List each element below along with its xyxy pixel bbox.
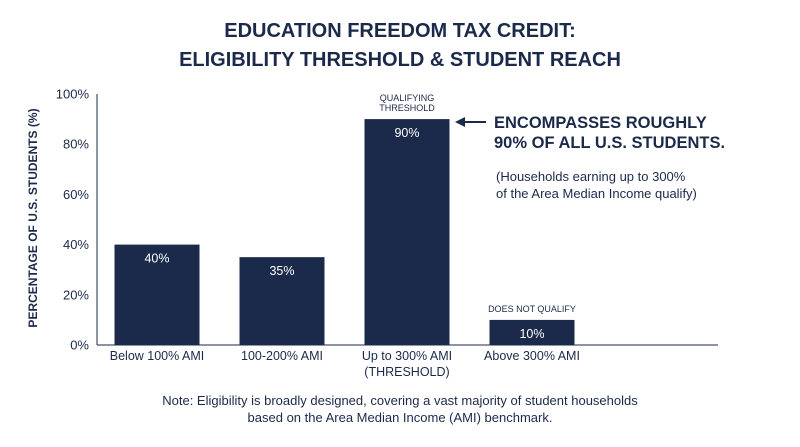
callout-subtext-line-1: (Households earning up to 300% [496,169,686,184]
qualifying-threshold-tag-line-2: THRESHOLD [379,103,435,113]
annotations: QUALIFYING THRESHOLD DOES NOT QUALIFY EN… [379,93,725,314]
x-axis-categories: Below 100% AMI 100-200% AMI Up to 300% AMI… [110,349,580,379]
footnote-line-1: Note: Eligibility is broadly designed, c… [162,393,638,408]
bar-value-label: 40% [144,252,169,266]
footnote-line-2: based on the Area Median Income (AMI) be… [248,410,553,425]
y-tick-label: 100% [56,87,90,102]
y-tick-label: 80% [63,137,89,152]
bar [114,244,200,345]
x-tick-label: Above 300% AMI [484,349,580,363]
y-tick-label: 60% [63,187,89,202]
callout-arrow [455,117,486,127]
bar-value-label: 35% [269,264,294,278]
bar-series [114,119,575,345]
y-tick-label: 40% [63,237,89,252]
bar [364,119,450,345]
bar [239,257,325,345]
bar-value-label: 90% [394,126,419,140]
bar [489,319,575,345]
x-tick-label: (THRESHOLD) [364,365,449,379]
callout-headline-line-2: 90% OF ALL U.S. STUDENTS. [494,134,725,152]
footnote: Note: Eligibility is broadly designed, c… [162,393,638,425]
callout-headline-line-1: ENCOMPASSES ROUGHLY [494,114,707,132]
bar-value-label: 10% [519,327,544,341]
y-axis-label: PERCENTAGE OF U.S. STUDENTS (%) [26,108,40,327]
does-not-qualify-tag: DOES NOT QUALIFY [488,304,576,314]
callout-subtext-line-2: of the Area Median Income qualify) [496,186,697,201]
x-tick-label: Up to 300% AMI [362,349,452,363]
x-tick-label: 100-200% AMI [241,349,323,363]
qualifying-threshold-tag-line-1: QUALIFYING [380,93,435,103]
x-tick-label: Below 100% AMI [110,349,205,363]
chart-title-line-2: ELIGIBILITY THRESHOLD & STUDENT REACH [179,49,621,71]
y-tick-label: 20% [63,287,89,302]
chart-title: EDUCATION FREEDOM TAX CREDIT: ELIGIBILIT… [179,20,621,71]
y-tick-label: 0% [70,338,89,353]
chart-title-line-1: EDUCATION FREEDOM TAX CREDIT: [224,20,575,42]
bar-value-labels: 40% 35% 90% 10% [144,126,544,341]
y-axis-ticks: 0% 20% 40% 60% 80% 100% [56,87,90,353]
